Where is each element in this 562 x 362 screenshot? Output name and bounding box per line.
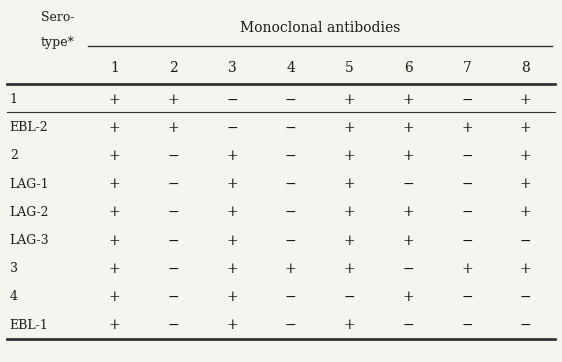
Text: −: − <box>285 290 297 304</box>
Text: +: + <box>344 205 355 219</box>
Text: 6: 6 <box>404 61 413 75</box>
Text: −: − <box>520 318 532 332</box>
Text: +: + <box>520 205 532 219</box>
Text: +: + <box>226 177 238 191</box>
Text: +: + <box>109 149 120 163</box>
Text: 1: 1 <box>10 93 18 106</box>
Text: EBL-2: EBL-2 <box>10 121 48 134</box>
Text: −: − <box>285 93 297 106</box>
Text: +: + <box>226 318 238 332</box>
Text: +: + <box>226 149 238 163</box>
Text: LAG-3: LAG-3 <box>10 234 49 247</box>
Text: EBL-1: EBL-1 <box>10 319 48 332</box>
Text: −: − <box>461 233 473 248</box>
Text: +: + <box>344 262 355 276</box>
Text: −: − <box>461 93 473 106</box>
Text: −: − <box>285 149 297 163</box>
Text: 2: 2 <box>10 150 17 163</box>
Text: +: + <box>109 290 120 304</box>
Text: 1: 1 <box>110 61 119 75</box>
Text: type*: type* <box>40 36 74 49</box>
Text: −: − <box>402 177 414 191</box>
Text: −: − <box>520 233 532 248</box>
Text: +: + <box>520 149 532 163</box>
Text: +: + <box>167 93 179 106</box>
Text: 3: 3 <box>228 61 237 75</box>
Text: −: − <box>167 318 179 332</box>
Text: 7: 7 <box>463 61 472 75</box>
Text: −: − <box>285 318 297 332</box>
Text: −: − <box>167 205 179 219</box>
Text: +: + <box>461 121 473 135</box>
Text: 8: 8 <box>522 61 530 75</box>
Text: −: − <box>461 290 473 304</box>
Text: +: + <box>520 93 532 106</box>
Text: −: − <box>285 177 297 191</box>
Text: −: − <box>402 318 414 332</box>
Text: −: − <box>461 318 473 332</box>
Text: −: − <box>461 177 473 191</box>
Text: +: + <box>344 177 355 191</box>
Text: +: + <box>167 121 179 135</box>
Text: −: − <box>226 121 238 135</box>
Text: −: − <box>461 205 473 219</box>
Text: +: + <box>226 262 238 276</box>
Text: 4: 4 <box>10 290 18 303</box>
Text: +: + <box>520 262 532 276</box>
Text: +: + <box>402 121 414 135</box>
Text: +: + <box>109 205 120 219</box>
Text: −: − <box>344 290 355 304</box>
Text: +: + <box>109 233 120 248</box>
Text: 4: 4 <box>287 61 295 75</box>
Text: −: − <box>226 93 238 106</box>
Text: +: + <box>226 290 238 304</box>
Text: LAG-2: LAG-2 <box>10 206 49 219</box>
Text: −: − <box>167 177 179 191</box>
Text: −: − <box>285 121 297 135</box>
Text: +: + <box>344 318 355 332</box>
Text: +: + <box>285 262 297 276</box>
Text: −: − <box>167 233 179 248</box>
Text: −: − <box>285 233 297 248</box>
Text: −: − <box>167 262 179 276</box>
Text: −: − <box>461 149 473 163</box>
Text: +: + <box>402 205 414 219</box>
Text: +: + <box>344 149 355 163</box>
Text: 5: 5 <box>345 61 354 75</box>
Text: −: − <box>167 290 179 304</box>
Text: +: + <box>109 262 120 276</box>
Text: +: + <box>402 233 414 248</box>
Text: −: − <box>167 149 179 163</box>
Text: +: + <box>402 93 414 106</box>
Text: LAG-1: LAG-1 <box>10 178 49 191</box>
Text: +: + <box>520 177 532 191</box>
Text: +: + <box>109 93 120 106</box>
Text: −: − <box>285 205 297 219</box>
Text: +: + <box>226 233 238 248</box>
Text: +: + <box>344 121 355 135</box>
Text: +: + <box>402 290 414 304</box>
Text: −: − <box>402 262 414 276</box>
Text: +: + <box>344 93 355 106</box>
Text: 3: 3 <box>10 262 18 275</box>
Text: +: + <box>109 121 120 135</box>
Text: +: + <box>109 177 120 191</box>
Text: 2: 2 <box>169 61 178 75</box>
Text: +: + <box>226 205 238 219</box>
Text: +: + <box>402 149 414 163</box>
Text: −: − <box>520 290 532 304</box>
Text: +: + <box>461 262 473 276</box>
Text: +: + <box>109 318 120 332</box>
Text: +: + <box>520 121 532 135</box>
Text: Monoclonal antibodies: Monoclonal antibodies <box>240 21 400 35</box>
Text: +: + <box>344 233 355 248</box>
Text: Sero-: Sero- <box>40 11 74 24</box>
